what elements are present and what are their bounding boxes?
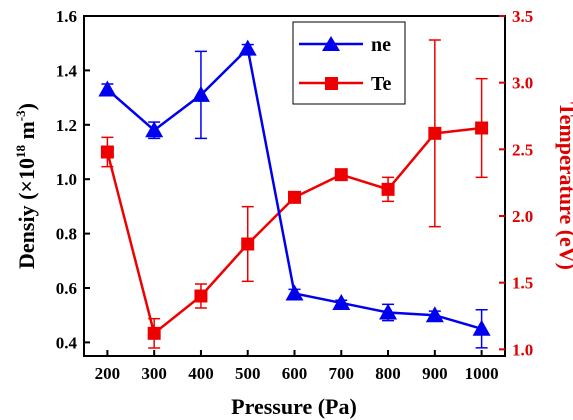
series-ne-point bbox=[425, 306, 444, 323]
series-Te-point bbox=[428, 126, 442, 140]
legend-ne-label: ne bbox=[371, 34, 391, 56]
legend-te-label: Te bbox=[371, 73, 392, 95]
series-Te-point bbox=[194, 289, 208, 303]
legend-ne-marker bbox=[322, 36, 340, 51]
series-ne-point bbox=[98, 80, 117, 97]
series-Te-point bbox=[381, 182, 395, 196]
series-ne-point bbox=[145, 121, 164, 138]
left-axis-title-post: ) bbox=[14, 103, 39, 110]
x-tick-label: 1000 bbox=[465, 364, 499, 383]
x-tick-label: 400 bbox=[188, 364, 214, 383]
right-tick-label: 2.0 bbox=[512, 207, 533, 226]
right-tick-label: 2.5 bbox=[512, 140, 533, 159]
x-tick-label: 300 bbox=[141, 364, 167, 383]
series-Te-point bbox=[147, 326, 161, 340]
series-Te-point bbox=[100, 145, 114, 159]
legend-te-marker bbox=[325, 77, 338, 90]
axis-ticks: 200 300 400 500 600 700 800 900 1000 0.4 0.6 0.8 1.0… bbox=[56, 7, 534, 383]
series-Te-point bbox=[241, 237, 255, 251]
x-tick-label: 500 bbox=[235, 364, 261, 383]
legend: ne Te bbox=[292, 21, 406, 105]
left-axis-title-pre: Densiy (×10 bbox=[14, 158, 39, 269]
x-tick-label: 700 bbox=[329, 364, 355, 383]
series-Te-point bbox=[288, 190, 301, 204]
series-Te-point bbox=[334, 168, 348, 182]
series-Te-line bbox=[106, 126, 482, 335]
left-axis-title-sup1: 18 bbox=[13, 145, 28, 159]
legend-box bbox=[292, 21, 406, 105]
left-axis-title-mid: m bbox=[14, 121, 39, 145]
left-tick-label: 1.2 bbox=[56, 116, 77, 135]
left-axis-title-sup2: -3 bbox=[13, 110, 28, 121]
right-tick-label: 1.5 bbox=[512, 274, 533, 293]
right-tick-label: 3.5 bbox=[512, 7, 533, 26]
left-tick-label: 1.6 bbox=[56, 7, 77, 26]
plot-marks bbox=[98, 39, 491, 349]
series-ne-point bbox=[472, 319, 491, 336]
series-ne-point bbox=[191, 85, 210, 102]
right-tick-label: 3.0 bbox=[512, 74, 533, 93]
series-ne-point bbox=[379, 303, 398, 320]
x-tick-label: 200 bbox=[95, 364, 121, 383]
left-tick-label: 1.4 bbox=[56, 61, 78, 80]
right-tick-label: 1.0 bbox=[512, 340, 533, 359]
right-axis-title: Temperature (eV) bbox=[555, 102, 573, 270]
left-tick-label: 0.8 bbox=[56, 225, 77, 244]
left-tick-label: 0.4 bbox=[56, 333, 78, 352]
left-tick-label: 0.6 bbox=[56, 279, 77, 298]
left-tick-label: 1.0 bbox=[56, 170, 77, 189]
series-ne-point bbox=[332, 293, 351, 310]
left-axis-title: Densiy (×1018 m-3) bbox=[13, 103, 39, 269]
x-axis-title: Pressure (Pa) bbox=[231, 394, 357, 419]
x-tick-label: 900 bbox=[422, 364, 448, 383]
x-tick-label: 600 bbox=[282, 364, 308, 383]
x-tick-label: 800 bbox=[375, 364, 401, 383]
series-ne-point bbox=[285, 284, 304, 301]
series-Te-point bbox=[475, 121, 489, 135]
series-ne-point bbox=[238, 39, 257, 56]
